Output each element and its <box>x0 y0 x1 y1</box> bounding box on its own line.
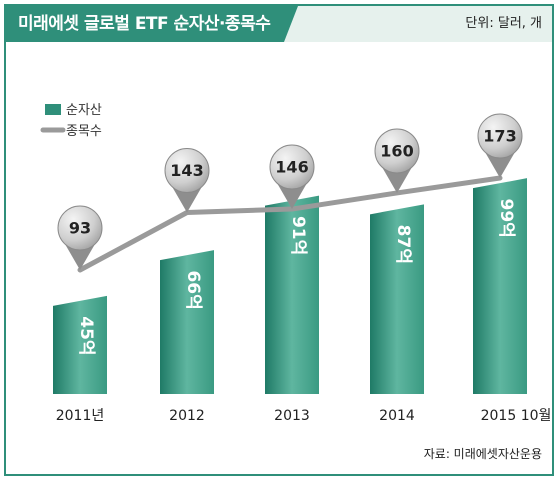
line-value-label: 146 <box>275 158 308 177</box>
line-value-label: 160 <box>380 141 413 160</box>
legend-label-순자산: 순자산 <box>66 103 102 118</box>
chart-title: 미래에셋 글로벌 ETF 순자산·종목수 <box>6 6 299 42</box>
line-point-marker: 173 <box>477 113 523 178</box>
bar-value-label: 87억 <box>393 225 413 264</box>
x-tick-label: 2013 <box>274 408 310 424</box>
x-tick-label: 2012 <box>169 408 205 424</box>
bar-2013 <box>265 195 319 394</box>
bar-value-label: 66억 <box>183 270 203 309</box>
line-point-marker: 160 <box>374 128 420 193</box>
header-bar: 미래에셋 글로벌 ETF 순자산·종목수 단위: 달러, 개 <box>6 6 552 42</box>
legend-label-종목수: 종목수 <box>66 124 102 139</box>
bar-2014 <box>370 204 424 394</box>
line-point-marker: 93 <box>57 205 103 270</box>
bar-value-label: 91억 <box>288 216 308 255</box>
line-value-label: 143 <box>170 161 203 180</box>
bar-2011년 <box>53 295 107 394</box>
bar-2015-10월 <box>473 178 527 394</box>
bar-value-label: 45억 <box>76 316 96 355</box>
legend-swatch-순자산 <box>45 104 61 115</box>
x-tick-label: 2014 <box>379 408 415 424</box>
bar-value-label: 99억 <box>496 199 516 238</box>
line-point-marker: 143 <box>164 148 210 213</box>
source-note: 자료: 미래에셋자산운용 <box>423 447 542 461</box>
line-point-marker: 146 <box>269 144 315 210</box>
x-tick-label: 2011년 <box>56 408 105 424</box>
line-value-label: 93 <box>69 219 91 238</box>
unit-label: 단위: 달러, 개 <box>465 16 542 31</box>
bar-2012 <box>160 250 214 394</box>
x-tick-label: 2015 10월 <box>481 408 552 424</box>
line-value-label: 173 <box>483 127 516 146</box>
